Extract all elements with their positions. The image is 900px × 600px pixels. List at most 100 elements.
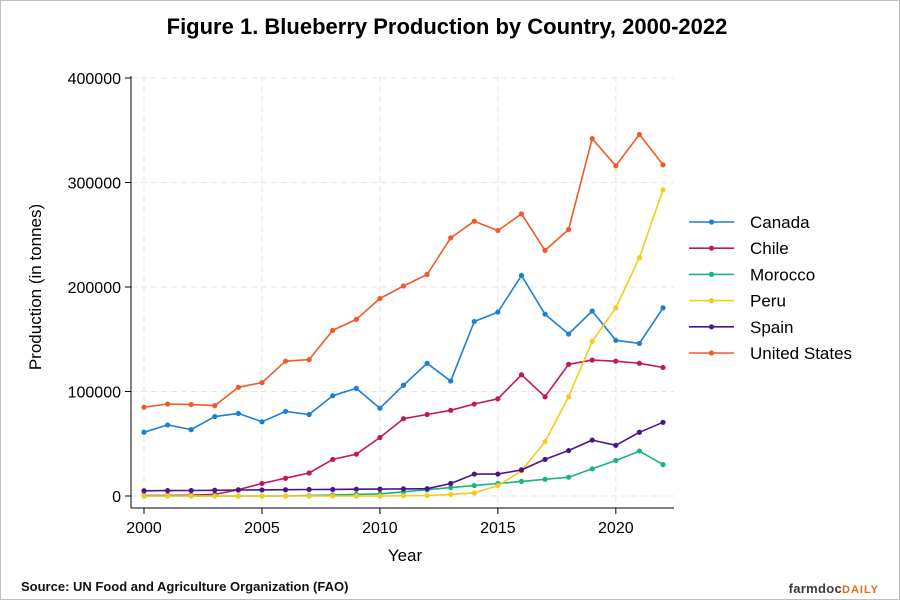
data-point-canada [495,309,501,315]
logo-main-text: farmdoc [788,581,842,596]
data-point-canada [306,411,312,418]
data-point-canada [518,272,525,279]
data-point-peru [542,439,548,445]
data-point-chile [282,475,289,481]
farmdoc-logo: farmdocDAILY [789,581,879,596]
data-point-peru [188,493,194,499]
data-point-peru [566,394,572,400]
data-point-spain [495,471,501,477]
data-point-peru [495,482,501,489]
legend-marker-united-states [708,350,715,356]
data-point-spain [613,442,619,448]
data-point-united-states [518,211,525,217]
data-point-united-states [259,380,265,386]
data-point-canada [377,405,383,411]
data-point-morocco [660,462,666,468]
data-point-spain [518,467,525,473]
data-point-spain [353,486,359,492]
data-point-canada [164,422,171,428]
data-point-canada [566,331,572,337]
legend-label-morocco: Morocco [750,265,815,284]
data-point-chile [566,361,572,367]
data-point-united-states [589,136,595,142]
legend-label-canada: Canada [750,213,810,232]
data-point-united-states [330,327,336,333]
data-point-united-states [353,316,359,322]
data-point-united-states [164,401,171,407]
data-point-peru [424,492,430,499]
legend-marker-chile [708,245,715,251]
data-point-spain [235,487,241,493]
logo-sub-text: DAILY [842,584,879,596]
data-point-canada [282,408,289,414]
legend-marker-spain [708,324,715,330]
data-point-canada [660,305,666,311]
data-point-spain [306,486,312,493]
data-point-morocco [542,476,548,482]
legend-marker-morocco [708,271,715,277]
data-point-spain [212,487,218,493]
data-point-united-states [660,162,666,168]
x-tick-label: 2000 [126,520,162,537]
axes: 0 100000 200000 300000 400000 2000 2005 2010 201… [68,71,674,537]
data-point-united-states [566,226,572,233]
data-point-morocco [589,466,595,472]
data-point-canada [188,427,194,433]
legend-label-united-states: United States [750,344,852,363]
y-tick-label: 100000 [68,385,121,402]
data-point-united-states [282,358,289,364]
data-point-peru [636,255,643,261]
data-point-chile [589,357,595,363]
data-point-chile [471,401,477,407]
data-point-united-states [636,131,643,138]
series-line-canada [143,274,664,434]
data-point-spain [259,487,265,493]
data-point-spain [330,486,336,493]
data-point-canada [235,410,241,417]
data-point-chile [400,416,407,422]
data-point-chile [448,407,454,413]
data-point-canada [424,360,430,366]
data-point-chile [542,394,548,400]
data-point-peru [613,305,619,311]
data-point-peru [377,493,383,499]
y-tick-label: 0 [112,489,121,506]
data-point-canada [613,337,619,343]
data-point-peru [282,493,289,499]
data-point-chile [424,411,430,418]
data-point-canada [636,340,643,347]
data-point-united-states [424,271,430,278]
data-point-spain [589,437,595,443]
data-point-peru [164,493,171,499]
x-tick-label: 2010 [362,520,398,537]
data-point-morocco [518,478,525,484]
data-point-morocco [566,474,572,480]
legend: Canada Chile Morocco Peru Spain United States [689,213,852,363]
data-point-chile [353,451,359,457]
y-tick-label: 400000 [68,71,121,88]
data-point-chile [660,364,666,371]
data-point-united-states [235,384,241,390]
data-point-morocco [448,485,454,491]
data-point-spain [188,487,194,494]
series-line-spain [143,421,664,492]
data-point-united-states [471,218,477,224]
data-point-chile [259,480,265,487]
data-point-peru [589,338,595,344]
legend-label-peru: Peru [750,292,786,311]
data-point-spain [566,447,572,454]
data-point-canada [542,311,548,317]
data-point-united-states [377,295,383,302]
data-point-spain [164,487,171,494]
data-point-chile [636,360,643,366]
x-tick-label: 2005 [244,520,280,537]
data-point-peru [660,187,666,193]
data-point-chile [306,470,312,476]
data-point-canada [212,413,218,420]
series-line-united-states [143,133,664,408]
data-point-peru [330,493,336,499]
data-point-united-states [306,357,312,363]
data-point-united-states [188,401,194,408]
data-point-spain [636,429,643,435]
